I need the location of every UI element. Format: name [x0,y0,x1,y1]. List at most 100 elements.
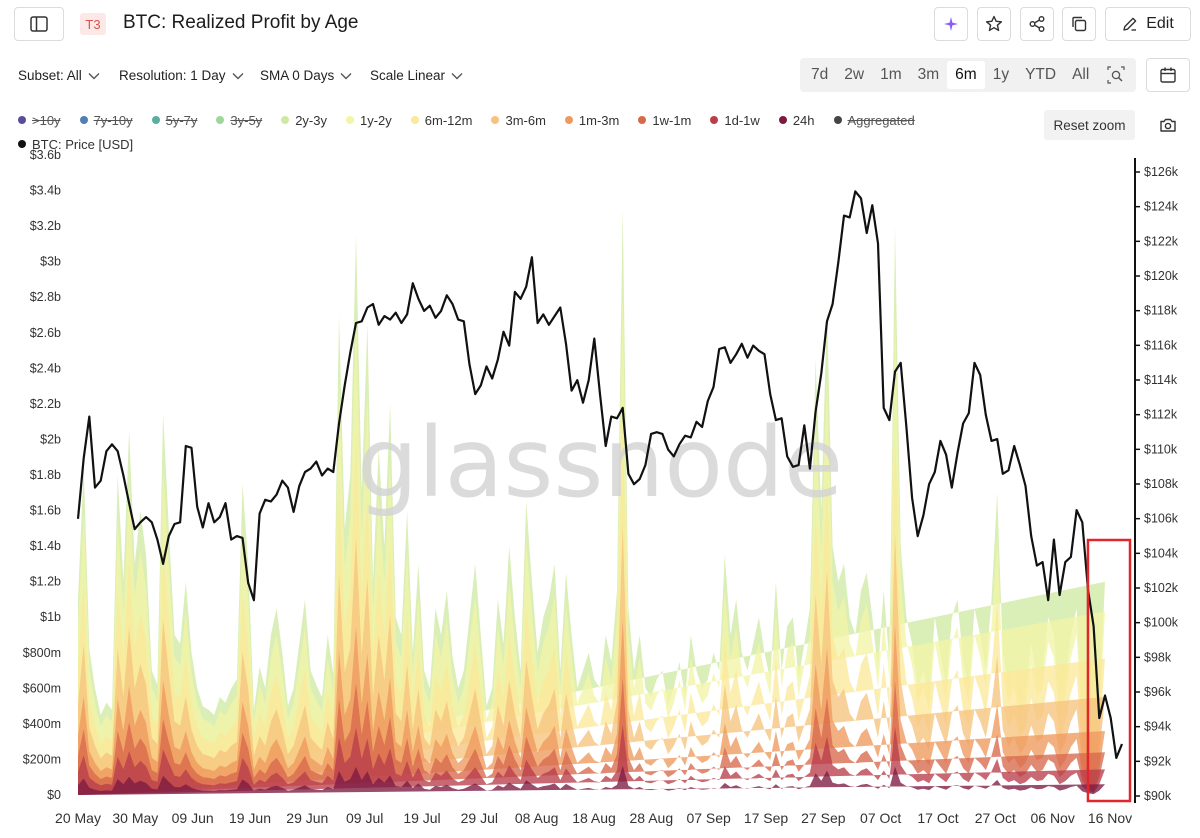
edit-label: Edit [1146,15,1174,32]
scale-label: Scale Linear [370,68,446,83]
range-6m[interactable]: 6m [947,61,985,89]
y-right-tick-label: $120k [1144,269,1179,283]
legend-label: 1m-3m [578,112,620,128]
resolution-label: Resolution: 1 Day [119,68,226,83]
range-3m[interactable]: 3m [917,66,940,83]
legend-item-5y-7y[interactable]: 5y-7y [151,112,198,128]
scale-dropdown[interactable]: Scale Linear [370,68,463,83]
x-tick-label: 08 Aug [515,810,559,826]
y-right-tick-label: $126k [1144,165,1179,179]
sidebar-toggle-icon [30,16,48,32]
favorite-button[interactable] [977,7,1011,41]
y-left-tick-label: $3.2b [30,219,61,233]
legend-label: 1d-1w [724,112,760,128]
range-ytd[interactable]: YTD [1025,66,1057,83]
ai-assist-button[interactable] [934,7,968,41]
legend-swatch [410,116,419,124]
watermark: glassnode [357,407,843,519]
chart-controls: Subset: All Resolution: 1 Day SMA 0 Days… [0,60,1200,94]
y-right-tick-label: $108k [1144,477,1179,491]
x-tick-label: 17 Sep [744,810,789,826]
legend-item-7y-10y[interactable]: 7y-10y [79,112,133,128]
y-right-tick-label: $114k [1144,373,1178,387]
y-left-tick-label: $1.2b [30,575,61,589]
highlight-box [1086,538,1132,803]
sidebar-toggle-button[interactable] [14,7,64,41]
x-axis-ticks: 20 May 30 May 09 Jun 19 Jun 29 Jun 09 Jul 19 J… [55,810,1132,826]
area-24h [78,765,1105,795]
edit-button[interactable]: Edit [1105,7,1191,41]
x-tick-label: 28 Aug [630,810,674,826]
duplicate-button[interactable] [1062,7,1096,41]
legend-item-3m-6m[interactable]: 3m-6m [491,113,546,128]
legend-item-2y-3y[interactable]: 2y-3y [281,113,327,128]
x-tick-label: 07 Sep [686,810,731,826]
legend-item-1y-2y[interactable]: 1y-2y [345,113,392,128]
legend-label: 5y-7y [165,112,198,128]
legend-label: 7y-10y [93,112,133,128]
y-left-tick-label: $2.6b [30,326,61,340]
legend-row-cohorts: >10y 7y-10y 5y-7y 3y-5y 2y-3y 1y-2y 6m-12m 3m-6… [18,110,1038,130]
legend-swatch [491,116,500,124]
zoom-select-button[interactable] [1099,61,1133,89]
reset-zoom-button[interactable]: Reset zoom [1044,110,1135,140]
realized-profit-chart[interactable]: glassnode $0 $200m $400m $600m $800m $1b $1.2b… [0,140,1200,838]
price-line-layer [76,190,1124,759]
date-picker-button[interactable] [1146,58,1190,92]
legend-item-1d-1w[interactable]: 1d-1w [710,112,760,128]
x-tick-label: 19 Jul [403,810,440,826]
legend-label: BTC: Price [USD] [32,136,134,152]
y-left-tick-label: $1.6b [30,504,61,518]
y-left-tick-label: $2b [40,432,61,446]
x-tick-label: 18 Aug [572,810,616,826]
zoom-select-icon [1107,66,1125,84]
y-right-tick-label: $100k [1144,616,1179,630]
legend-item-24h[interactable]: 24h [778,113,815,128]
y-left-tick-label: $800m [23,646,61,660]
legend-swatch [216,116,225,124]
subset-dropdown[interactable]: Subset: All [18,68,100,83]
share-button[interactable] [1020,7,1054,41]
legend-swatch [151,116,160,124]
legend-item-aggregated[interactable]: Aggregated [833,113,915,128]
y-left-tick-label: $3.4b [30,184,61,198]
pencil-icon [1123,17,1137,31]
legend-item-1m-3m[interactable]: 1m-3m [564,112,620,128]
area-1w-1m [78,677,1105,795]
legend-item-1w-1m[interactable]: 1w-1m [638,113,691,128]
x-tick-label: 07 Oct [860,810,901,826]
legend-swatch [638,116,647,124]
chevron-down-icon [88,72,100,79]
area-1m-3m [78,619,1105,795]
y-right-tick-label: $124k [1144,200,1179,214]
range-7d[interactable]: 7d [811,66,829,83]
y-right-tick-label: $102k [1144,581,1179,595]
legend-item--10y[interactable]: >10y [18,113,61,128]
right-axis-ticks: $90k $92k $94k $96k $98k $100k $102k $104k $106k… [1135,165,1179,803]
y-left-tick-label: $2.4b [30,361,61,375]
range-2w[interactable]: 2w [844,66,865,83]
y-left-tick-label: $200m [23,752,61,766]
y-left-tick-label: $3b [40,255,61,269]
resolution-dropdown[interactable]: Resolution: 1 Day [119,68,244,83]
x-tick-label: 30 May [112,810,158,826]
legend-item-6m-12m[interactable]: 6m-12m [410,113,472,128]
legend-swatch [710,116,719,124]
legend-item-btc-price-usd-[interactable]: BTC: Price [USD] [18,137,133,152]
screenshot-button[interactable] [1156,114,1180,136]
legend-swatch [345,116,354,124]
legend-item-3y-5y[interactable]: 3y-5y [216,113,262,128]
y-left-tick-label: $3.6b [30,148,61,162]
y-right-tick-label: $92k [1144,754,1172,768]
range-1y[interactable]: 1y [992,66,1010,83]
x-tick-label: 27 Oct [975,810,1016,826]
header-bar: T3 BTC: Realized Profit by Age Edit [0,0,1200,52]
left-axis-ticks: $0 $200m $400m $600m $800m $1b $1.2b $1.4b $1.6b… [23,148,61,802]
y-left-tick-label: $600m [23,681,61,695]
x-tick-label: 17 Oct [917,810,958,826]
legend-swatch [564,116,573,124]
range-1m[interactable]: 1m [880,66,902,83]
y-right-tick-label: $98k [1144,650,1172,664]
range-all[interactable]: All [1072,66,1090,83]
sma-dropdown[interactable]: SMA 0 Days [260,68,352,83]
